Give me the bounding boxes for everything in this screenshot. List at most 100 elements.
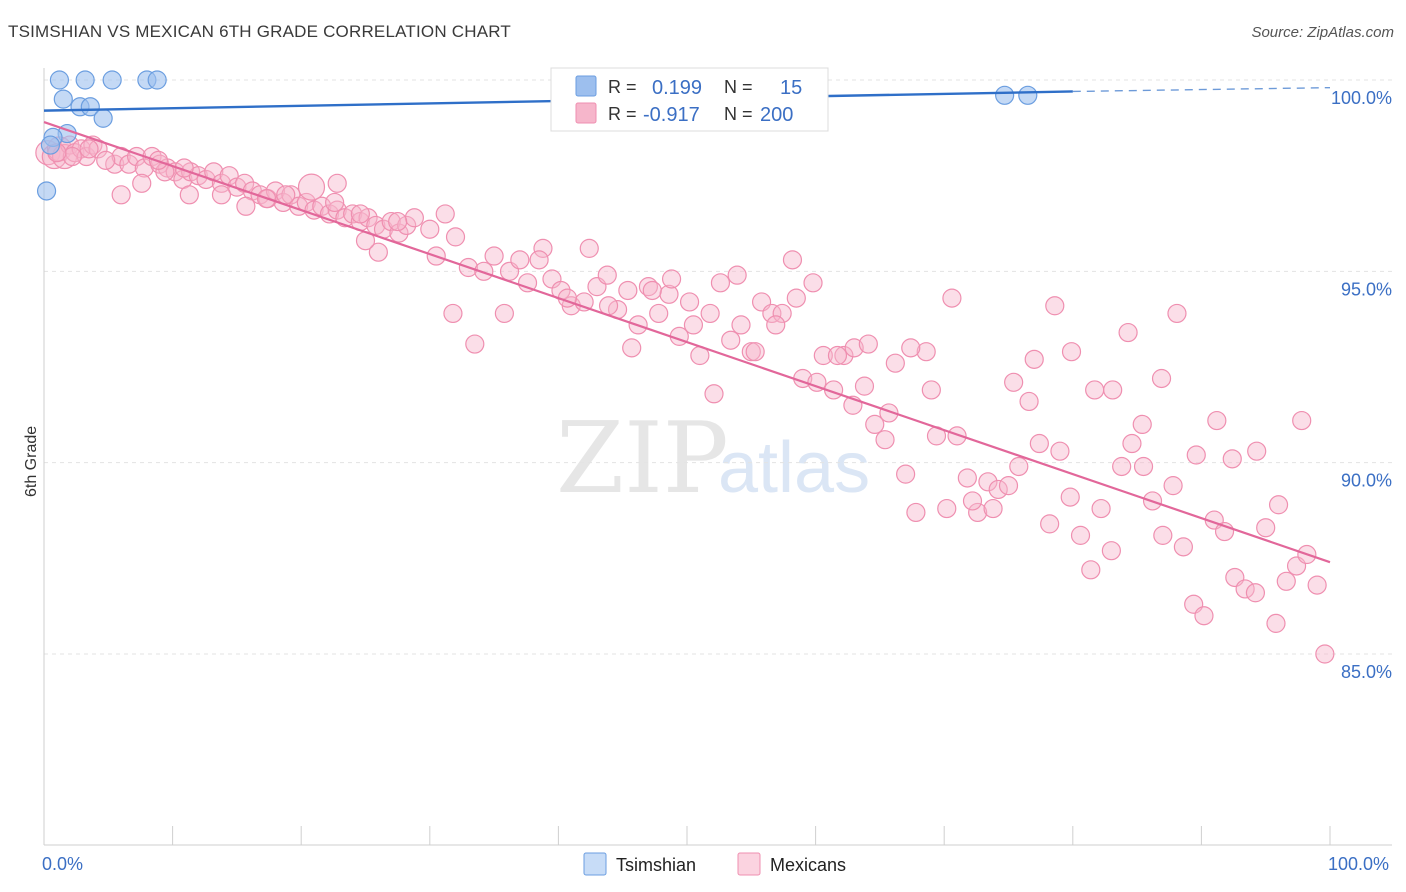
mexicans-point xyxy=(1024,349,1044,369)
bottom-legend-swatch-tsimshian xyxy=(583,852,607,876)
mexicans-point xyxy=(597,265,617,285)
legend-r-label-1: R = xyxy=(608,77,637,97)
mexicans-point xyxy=(465,334,485,354)
mexicans-point xyxy=(638,277,659,297)
bottom-legend-label-tsimshian: Tsimshian xyxy=(616,855,696,875)
tsimshian-point xyxy=(49,70,70,90)
y-tick-label-2: 90.0% xyxy=(1341,471,1392,491)
legend-r-value-mexicans: -0.917 xyxy=(643,104,700,126)
mexicans-point xyxy=(649,303,669,324)
mexicans-point xyxy=(731,315,751,335)
correlation-legend: R = 0.199 N = 15 R = -0.917 N = 200 xyxy=(550,67,829,132)
mexicans-point xyxy=(1292,410,1312,431)
mexicans-point xyxy=(404,208,424,228)
watermark-atlas: atlas xyxy=(718,428,870,508)
mexicans-point xyxy=(327,200,347,220)
mexicans-point xyxy=(942,288,962,308)
legend-swatch-mexicans xyxy=(575,102,597,124)
mexicans-point xyxy=(1050,441,1070,461)
mexicans-point xyxy=(1045,296,1065,316)
mexicans-point xyxy=(700,303,720,324)
legend-n-value-mexicans: 200 xyxy=(760,104,793,126)
mexicans-point xyxy=(782,250,803,270)
mexicans-point xyxy=(937,498,957,519)
mexicans-point xyxy=(1019,391,1039,412)
mexicans-point xyxy=(1151,368,1172,389)
mexicans-point xyxy=(1133,456,1154,477)
mexicans-point xyxy=(236,196,256,216)
mexicans-point xyxy=(1186,445,1206,465)
mexicans-point xyxy=(827,345,848,366)
mexicans-point xyxy=(297,173,326,201)
bottom-legend-label-mexicans: Mexicans xyxy=(770,855,846,875)
bottom-legend-swatch-mexicans xyxy=(737,852,761,876)
mexicans-point xyxy=(1256,518,1276,538)
mexicans-point xyxy=(844,338,864,358)
mexicans-point xyxy=(710,273,731,293)
legend-swatch-tsimshian xyxy=(575,75,597,97)
mexicans-point xyxy=(1085,380,1105,400)
mexicans-point xyxy=(119,154,139,174)
mexicans-point xyxy=(533,238,553,258)
mexicans-point xyxy=(1070,525,1091,545)
mexicans-point xyxy=(350,204,370,224)
mexicans-point xyxy=(1173,537,1193,557)
mexicans-point xyxy=(1268,495,1289,515)
mexicans-point xyxy=(916,342,936,362)
tsimshian-point xyxy=(995,85,1015,105)
mexicans-points xyxy=(35,135,1335,664)
mexicans-point xyxy=(281,185,301,205)
mexicans-point xyxy=(896,464,916,484)
mexicans-point xyxy=(762,303,782,324)
mexicans-point xyxy=(1163,476,1183,496)
tsimshian-point xyxy=(36,181,57,201)
mexicans-point xyxy=(1103,380,1123,400)
mexicans-point xyxy=(721,330,741,350)
mexicans-point xyxy=(529,250,549,270)
mexicans-point xyxy=(276,185,296,205)
mexicans-point xyxy=(343,204,363,224)
mexicans-point xyxy=(988,479,1008,500)
y-tick-labels: 100.0% 95.0% 90.0% 85.0% xyxy=(1331,88,1392,682)
tsimshian-point xyxy=(1018,85,1038,105)
mexicans-point xyxy=(885,353,905,373)
y-axis-label: 6th Grade xyxy=(23,426,40,497)
mexicans-point xyxy=(1040,514,1060,534)
mexicans-point xyxy=(1081,560,1101,580)
tsimshian-trend-extension xyxy=(1072,86,1331,93)
chart-title: TSIMSHIAN VS MEXICAN 6TH GRADE CORRELATI… xyxy=(8,22,511,41)
mexicans-point xyxy=(921,380,941,400)
tsimshian-point xyxy=(147,70,167,90)
mexicans-point xyxy=(834,345,854,366)
mexicans-point xyxy=(854,376,875,396)
mexicans-point xyxy=(474,261,494,281)
mexicans-point xyxy=(1061,342,1082,362)
series-legend: Tsimshian Mexicans xyxy=(583,852,846,876)
mexicans-point xyxy=(813,345,833,366)
y-tick-label-1: 95.0% xyxy=(1341,279,1392,299)
mexicans-point xyxy=(235,173,255,193)
mexicans-point xyxy=(1112,456,1132,477)
mexicans-point xyxy=(76,146,97,167)
mexicans-point xyxy=(906,502,926,523)
chart-source: Source: ZipAtlas.com xyxy=(1251,24,1394,41)
mexicans-point xyxy=(517,273,538,293)
mexicans-point xyxy=(642,280,662,301)
mexicans-point xyxy=(875,430,895,450)
mexicans-point xyxy=(62,146,82,167)
mexicans-point xyxy=(745,342,765,362)
mexicans-point xyxy=(510,250,530,270)
mexicans-point xyxy=(484,246,504,266)
mexicans-point xyxy=(327,173,347,193)
mexicans-point xyxy=(1207,410,1227,431)
mexicans-point xyxy=(1307,575,1327,595)
tsimshian-point xyxy=(40,135,61,155)
mexicans-point xyxy=(661,269,682,289)
mexicans-point xyxy=(786,288,806,308)
mexicans-point xyxy=(803,273,823,293)
mexicans-point xyxy=(807,372,827,392)
legend-n-value-tsimshian: 15 xyxy=(780,77,802,99)
x-tick-label-left: 0.0% xyxy=(42,854,83,874)
mexicans-point xyxy=(1235,579,1255,599)
